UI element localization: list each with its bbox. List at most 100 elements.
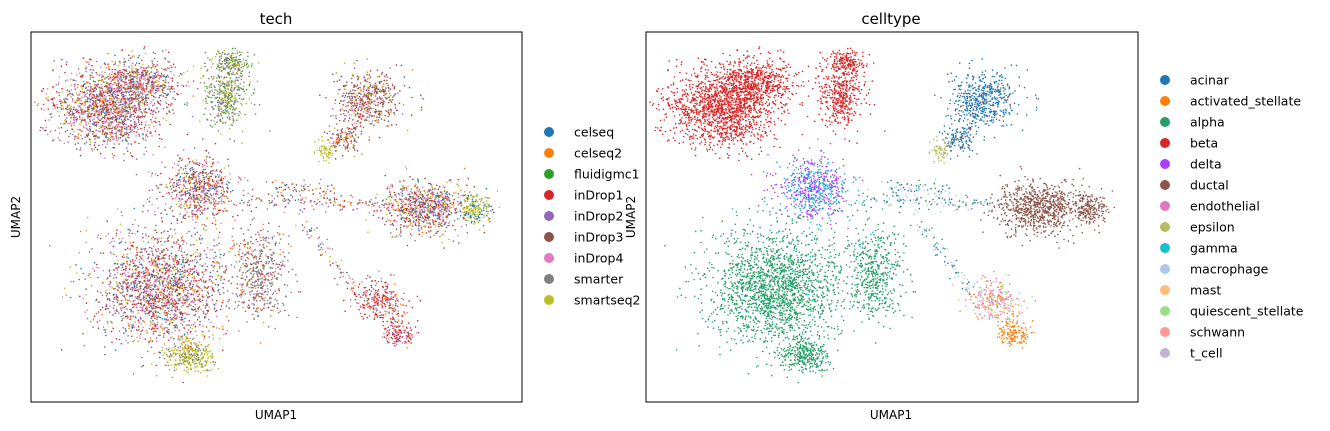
scatter-point	[120, 75, 122, 77]
scatter-point	[205, 108, 207, 110]
scatter-point	[73, 116, 75, 118]
scatter-point	[230, 68, 232, 70]
scatter-point	[212, 187, 214, 189]
scatter-point	[166, 248, 168, 250]
scatter-point	[89, 95, 91, 97]
scatter-point	[155, 310, 157, 312]
scatter-point	[197, 286, 199, 288]
scatter-point	[201, 294, 203, 296]
scatter-point	[230, 62, 232, 64]
scatter-point	[167, 238, 169, 240]
scatter-point	[85, 96, 87, 98]
scatter-point	[254, 54, 256, 56]
scatter-point	[195, 177, 197, 179]
scatter-point	[65, 131, 67, 133]
scatter-point	[158, 238, 160, 240]
scatter-point	[160, 85, 162, 87]
scatter-point	[97, 85, 99, 87]
scatter-point	[181, 85, 183, 87]
scatter-point	[190, 186, 192, 188]
scatter-point	[217, 97, 219, 99]
scatter-point	[212, 58, 214, 60]
scatter-point	[123, 92, 125, 94]
scatter-point	[127, 247, 129, 249]
scatter-point	[196, 179, 198, 181]
scatter-point	[240, 228, 242, 230]
scatter-point	[107, 104, 109, 106]
scatter-point	[180, 207, 182, 209]
scatter-point	[61, 88, 63, 90]
scatter-point	[219, 106, 221, 108]
scatter-point	[109, 102, 111, 104]
scatter-point	[112, 116, 114, 118]
scatter-point	[54, 108, 56, 110]
scatter-point	[80, 147, 82, 149]
scatter-point	[172, 300, 174, 302]
scatter-point	[125, 91, 127, 93]
scatter-point	[175, 233, 177, 235]
scatter-point	[149, 131, 151, 133]
scatter-point	[146, 102, 148, 104]
scatter-point	[140, 76, 142, 78]
scatter-point	[202, 331, 204, 333]
scatter-point	[130, 72, 132, 74]
scatter-point	[230, 191, 232, 193]
scatter-point	[236, 64, 238, 66]
scatter-point	[92, 150, 94, 152]
scatter-point	[205, 197, 207, 199]
scatter-point	[96, 88, 98, 90]
scatter-point	[212, 213, 214, 215]
scatter-point	[240, 76, 242, 78]
scatter-point	[163, 74, 165, 76]
scatter-point	[140, 128, 142, 130]
scatter-point	[151, 88, 153, 90]
scatter-point	[257, 80, 259, 82]
scatter-point	[117, 263, 119, 265]
scatter-point	[226, 91, 228, 93]
scatter-point	[52, 102, 54, 104]
scatter-point	[124, 109, 126, 111]
scatter-point	[104, 103, 106, 105]
scatter-point	[149, 298, 151, 300]
scatter-point	[218, 262, 220, 264]
scatter-point	[131, 324, 133, 326]
scatter-point	[194, 147, 196, 149]
scatter-point	[76, 148, 78, 150]
scatter-point	[224, 112, 226, 114]
scatter-point	[206, 86, 208, 88]
scatter-point	[71, 111, 73, 113]
scatter-point	[148, 287, 150, 289]
scatter-point	[184, 334, 186, 336]
scatter-point	[207, 119, 209, 121]
scatter-point	[185, 182, 187, 184]
scatter-point	[125, 79, 127, 81]
scatter-point	[116, 229, 118, 231]
scatter-point	[152, 66, 154, 68]
scatter-point	[72, 100, 74, 102]
scatter-point	[172, 80, 174, 82]
scatter-point	[219, 232, 221, 234]
scatter-point	[216, 80, 218, 82]
scatter-point	[109, 242, 111, 244]
scatter-point	[208, 186, 210, 188]
scatter-point	[92, 133, 94, 135]
scatter-point	[223, 188, 225, 190]
scatter-point	[174, 299, 176, 301]
scatter-point	[222, 81, 224, 83]
scatter-point	[121, 106, 123, 108]
scatter-point	[194, 233, 196, 235]
scatter-point	[113, 294, 115, 296]
scatter-point	[153, 126, 155, 128]
scatter-point	[215, 143, 217, 145]
scatter-point	[67, 142, 69, 144]
scatter-point	[213, 92, 215, 94]
scatter-point	[122, 111, 124, 113]
scatter-point	[192, 219, 194, 221]
scatter-point	[122, 238, 124, 240]
scatter-point	[196, 270, 198, 272]
scatter-point	[212, 282, 214, 284]
tech-panel: tech UMAP1 UMAP2 celseqcelseq2fluidigmc1…	[9, 10, 640, 422]
scatter-point	[119, 79, 121, 81]
scatter-point	[213, 214, 215, 216]
scatter-point	[182, 199, 184, 201]
